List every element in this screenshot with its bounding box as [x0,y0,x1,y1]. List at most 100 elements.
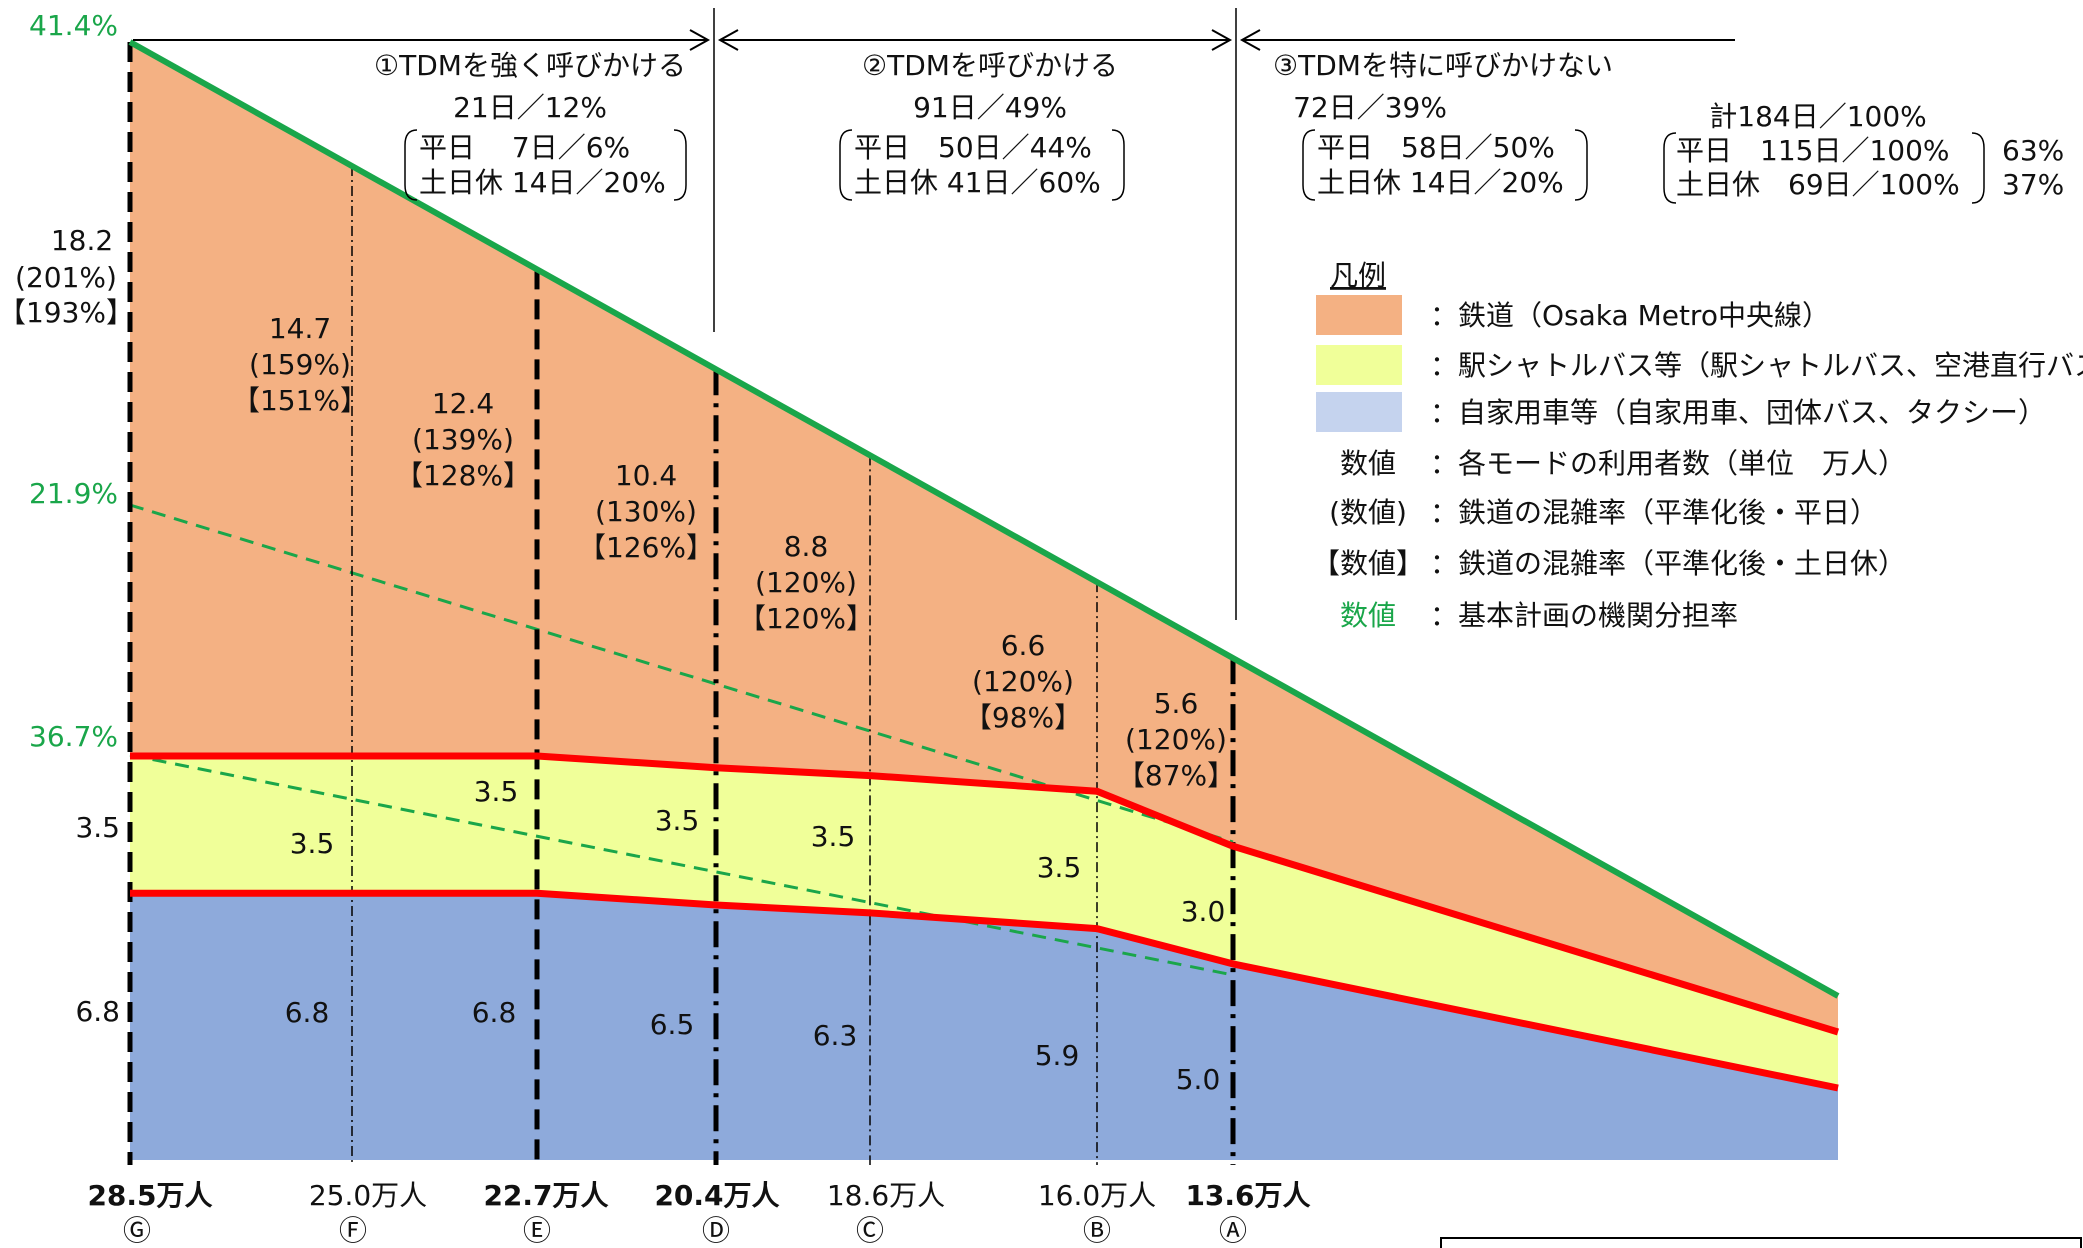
rail-congestion-weekend-3: 【126%】 [578,531,714,564]
rail-congestion-weekend-4: 【120%】 [738,602,874,635]
x-tick-label-2: 22.7万人 [483,1179,608,1212]
x-tick-label-5: 16.0万人 [1038,1179,1156,1212]
area-bus [130,756,1838,1088]
x-marker-0: Ⓖ [123,1214,151,1247]
period-weekday-1: 平日 50日／44% [854,131,1092,164]
period-bracket-right-2 [1574,129,1588,201]
period-weekday-0: 平日 7日／6% [419,131,630,164]
period-weekend-2: 土日休 14日／20% [1317,166,1564,199]
summary-weekday: 平日 115日／100% [1676,134,1950,167]
bus-value-1: 3.5 [290,827,335,860]
car-value-6: 5.0 [1176,1063,1221,1096]
period-bracket-right-1 [1111,129,1125,201]
rail-value-3: 10.4 [615,459,677,492]
rail-value-2: 12.4 [432,387,494,420]
period-title-2: ③TDMを特に呼びかけない [1273,49,1613,82]
period-arrowhead-left-1 [717,29,739,51]
rail-congestion-weekday-5: (120%) [972,665,1074,698]
car-value-1: 6.8 [285,996,330,1029]
summary-weekend: 土日休 69日／100% [1676,168,1960,201]
rail-value-5: 6.6 [1001,629,1046,662]
x-marker-4: Ⓒ [856,1214,884,1247]
rail-congestion-weekday-6: (120%) [1125,723,1227,756]
x-tick-label-1: 25.0万人 [309,1179,427,1212]
legend-key-6: 数値 [1340,599,1396,632]
summary-bracket-right [1971,132,1985,204]
legend-key-3: 数値 [1340,447,1396,480]
car-value-4: 6.3 [813,1019,858,1052]
bus-value-3: 3.5 [655,804,700,837]
period-title-1: ②TDMを呼びかける [862,49,1118,82]
legend-swatch-0 [1316,295,1402,335]
rail-value-1: 14.7 [269,312,331,345]
rail-congestion-weekend-6: 【87%】 [1117,759,1235,792]
car-value-2: 6.8 [472,996,517,1029]
rail-congestion-weekend-1: 【151%】 [232,384,368,417]
x-tick-label-0: 28.5万人 [87,1179,212,1212]
legend-text-5: ：鉄道の混雑率（平準化後・土日休） [1430,547,1906,580]
legend-swatch-2 [1316,392,1402,432]
rail-congestion-weekday-4: (120%) [755,566,857,599]
mode-share-0: 41.4% [29,9,118,42]
legend-text-6: ：基本計画の機関分担率 [1430,599,1738,632]
rail-value-4: 8.8 [784,530,829,563]
x-tick-label-6: 13.6万人 [1185,1179,1310,1212]
share-line-lower [129,753,1234,977]
left-label-rail: 18.2 [51,224,113,257]
period-weekday-2: 平日 58日／50% [1317,131,1555,164]
boundary-car-bus [130,889,1839,1092]
mode-share-2: 36.7% [29,720,118,753]
period-bracket-left-1 [839,129,853,201]
rail-congestion-weekend-5: 【98%】 [964,701,1082,734]
x-marker-6: Ⓐ [1219,1214,1247,1247]
rail-congestion-weekday-1: (159%) [249,348,351,381]
x-marker-1: Ⓕ [339,1214,367,1247]
period-total-1: 91日／49% [913,91,1067,124]
legend-key-4: (数値) [1329,496,1407,529]
legend-text-2: ：自家用車等（自家用車、団体バス、タクシー） [1430,396,2046,429]
period-total-2: 72日／39% [1293,91,1447,124]
share-line-upper [129,503,1234,844]
legend-text-0: ：鉄道（Osaka Metro中央線） [1430,299,1830,332]
legend-text-1: ：駅シャトルバス等（駅シャトルバス、空港直行バス、中長 [1430,349,2083,382]
car-value-3: 6.5 [650,1008,695,1041]
period-bracket-right-0 [673,129,687,201]
bus-value-2: 3.5 [474,775,519,808]
x-marker-5: Ⓑ [1083,1214,1111,1247]
rail-congestion-weekday-3: (130%) [595,495,697,528]
boundary-bus-rail [130,752,1840,1036]
summary-weekend-pct: 37% [2002,168,2064,201]
period-bracket-left-2 [1302,129,1316,201]
car-value-5: 5.9 [1035,1039,1080,1072]
period-weekend-0: 土日休 14日／20% [419,166,666,199]
legend-swatch-1 [1316,345,1402,385]
x-tick-label-4: 18.6万人 [827,1179,945,1212]
mode-share-1: 21.9% [29,477,118,510]
legend-title: 凡例 [1330,259,1386,292]
bus-value-6: 3.0 [1181,895,1226,928]
period-arrowhead-right-0 [689,29,711,51]
summary-weekday-pct: 63% [2002,134,2064,167]
period-bracket-left-0 [404,129,418,201]
total-line [128,39,1840,999]
period-weekend-1: 土日休 41日／60% [854,166,1101,199]
area-car [130,893,1838,1160]
left-label-bus: 3.5 [75,811,120,844]
legend-key-5: 【数値】 [1312,547,1424,580]
period-arrowhead-left-2 [1239,29,1261,51]
left-label-car: 6.8 [75,995,120,1028]
area-rail [130,42,1838,1032]
legend-text-3: ：各モードの利用者数（単位 万人） [1430,447,1906,480]
bus-value-4: 3.5 [811,820,856,853]
rail-congestion-weekday-2: (139%) [412,423,514,456]
period-arrowhead-right-1 [1211,29,1233,51]
left-label-rail-weekend: 【193%】 [0,296,134,329]
bus-value-5: 3.5 [1037,851,1082,884]
left-label-rail-weekday: (201%) [15,261,117,294]
x-tick-label-3: 20.4万人 [654,1179,779,1212]
note-box [1440,1237,2082,1248]
rail-value-6: 5.6 [1154,687,1199,720]
x-marker-3: Ⓓ [702,1214,730,1247]
summary-total: 計184日／100% [1709,100,1927,133]
